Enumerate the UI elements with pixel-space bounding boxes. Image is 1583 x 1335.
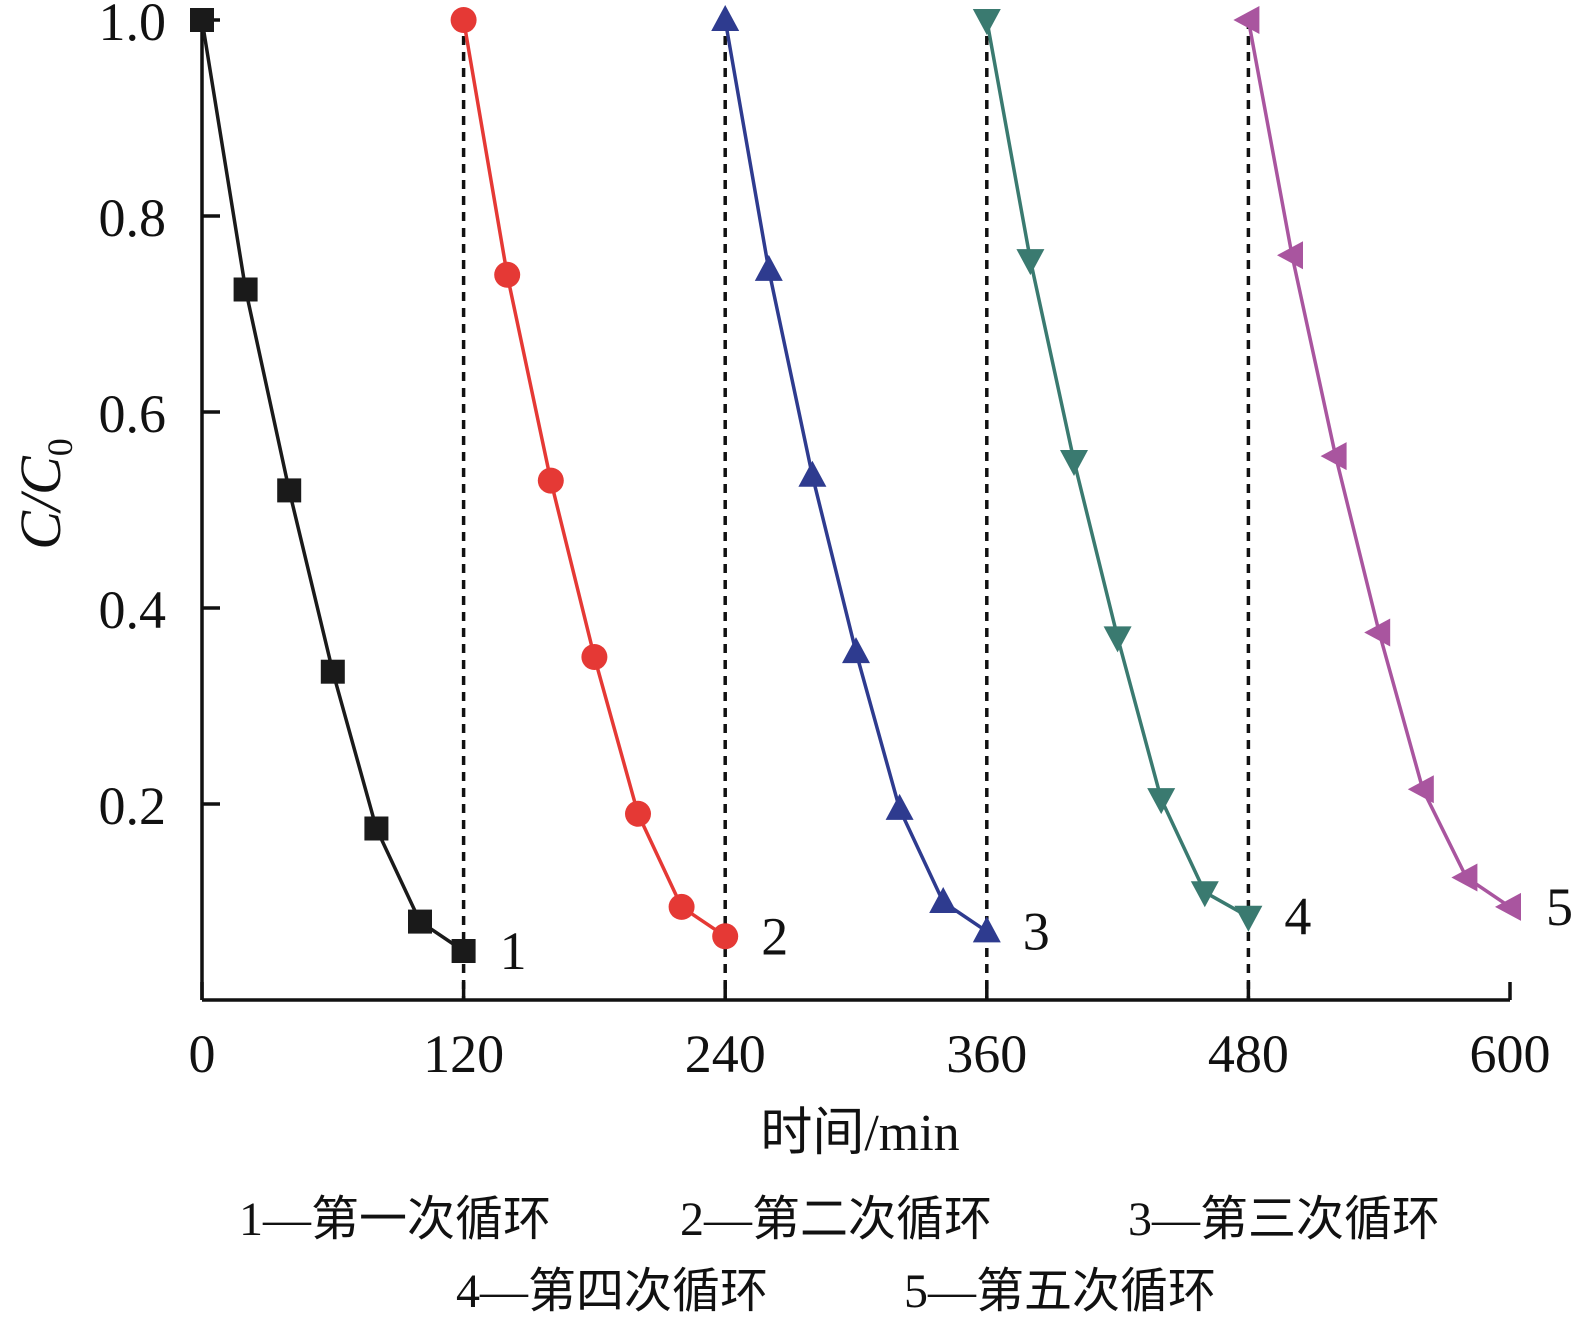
y-tick-label: 0.8: [99, 188, 167, 248]
data-point: [320, 659, 345, 684]
series-line: [461, 19, 727, 938]
data-point: [277, 478, 302, 503]
legend-item-2: 2—第二次循环: [680, 1193, 992, 1246]
y-axis-title: C/C0: [8, 438, 80, 550]
data-point: [1234, 905, 1263, 932]
series-layer: 1 2 3 4 5: [190, 5, 1573, 981]
series-end-label: 3: [1023, 901, 1050, 961]
data-point: [1451, 863, 1478, 892]
series-end-label: 5: [1546, 877, 1573, 937]
data-point: [1060, 450, 1088, 476]
series-5: 5: [1233, 6, 1573, 937]
data-point: [581, 644, 608, 670]
data-point: [1277, 241, 1303, 270]
data-point: [1495, 892, 1521, 921]
cycle-dividers: [461, 20, 1251, 1000]
x-axis-title: 时间/min: [760, 1105, 959, 1162]
x-tick-label: 240: [685, 1024, 766, 1084]
legend-item-5: 5—第五次循环: [904, 1265, 1216, 1318]
data-point: [451, 939, 476, 963]
series-1: 1: [190, 8, 527, 981]
series-end-label: 1: [500, 921, 527, 981]
y-axis-title-subscript: 0: [40, 438, 80, 456]
legend: 1—第一次循环 2—第二次循环 3—第三次循环 4—第四次循环 5—第五次循环: [239, 1193, 1440, 1318]
data-point: [1407, 775, 1434, 804]
series-4: 4: [972, 9, 1311, 947]
data-point: [1233, 6, 1260, 34]
series-line: [723, 19, 988, 933]
data-point: [972, 9, 1001, 35]
data-point: [1016, 249, 1045, 276]
series-line: [1246, 19, 1511, 909]
legend-item-1: 1—第一次循环: [239, 1193, 551, 1246]
data-point: [712, 923, 739, 950]
series-line: [985, 19, 1250, 919]
x-tick-label: 0: [189, 1024, 216, 1084]
series-end-label: 2: [761, 906, 788, 966]
x-tick-label: 360: [946, 1024, 1027, 1084]
y-tick-label: 0.4: [99, 580, 167, 640]
data-point: [972, 916, 1001, 943]
data-point: [1190, 881, 1219, 908]
data-point: [1103, 626, 1132, 653]
data-point: [842, 637, 870, 664]
data-point: [929, 887, 958, 913]
axes: 0 120 240 360 480 600 0.2 0.4 0.6 0.8 1.0: [99, 0, 1551, 1084]
y-tick-label: 1.0: [99, 0, 167, 52]
data-point: [1147, 788, 1176, 815]
data-point: [494, 261, 521, 288]
data-point: [408, 909, 432, 934]
data-point: [1320, 442, 1347, 471]
data-point: [233, 277, 258, 302]
data-point: [798, 460, 827, 487]
legend-item-3: 3—第三次循环: [1128, 1193, 1440, 1246]
data-point: [364, 816, 389, 841]
data-point: [450, 7, 477, 33]
data-point: [537, 467, 564, 494]
y-tick-label: 0.6: [99, 384, 167, 444]
data-point: [625, 800, 651, 827]
data-point: [668, 893, 695, 920]
legend-item-4: 4—第四次循环: [456, 1265, 768, 1318]
series-end-label: 4: [1284, 887, 1311, 947]
x-tick-label: 120: [423, 1024, 504, 1084]
y-axis-title-main: C/C: [8, 455, 73, 550]
x-tick-label: 600: [1470, 1024, 1551, 1084]
series-3: 3: [711, 5, 1050, 961]
data-point: [190, 8, 214, 32]
x-tick-label: 480: [1208, 1024, 1289, 1084]
series-2: 2: [450, 7, 788, 966]
y-tick-label: 0.2: [99, 776, 167, 836]
data-point: [711, 5, 740, 31]
data-point: [885, 793, 914, 820]
series-line: [200, 19, 465, 953]
data-point: [1364, 618, 1391, 647]
data-point: [754, 254, 783, 281]
